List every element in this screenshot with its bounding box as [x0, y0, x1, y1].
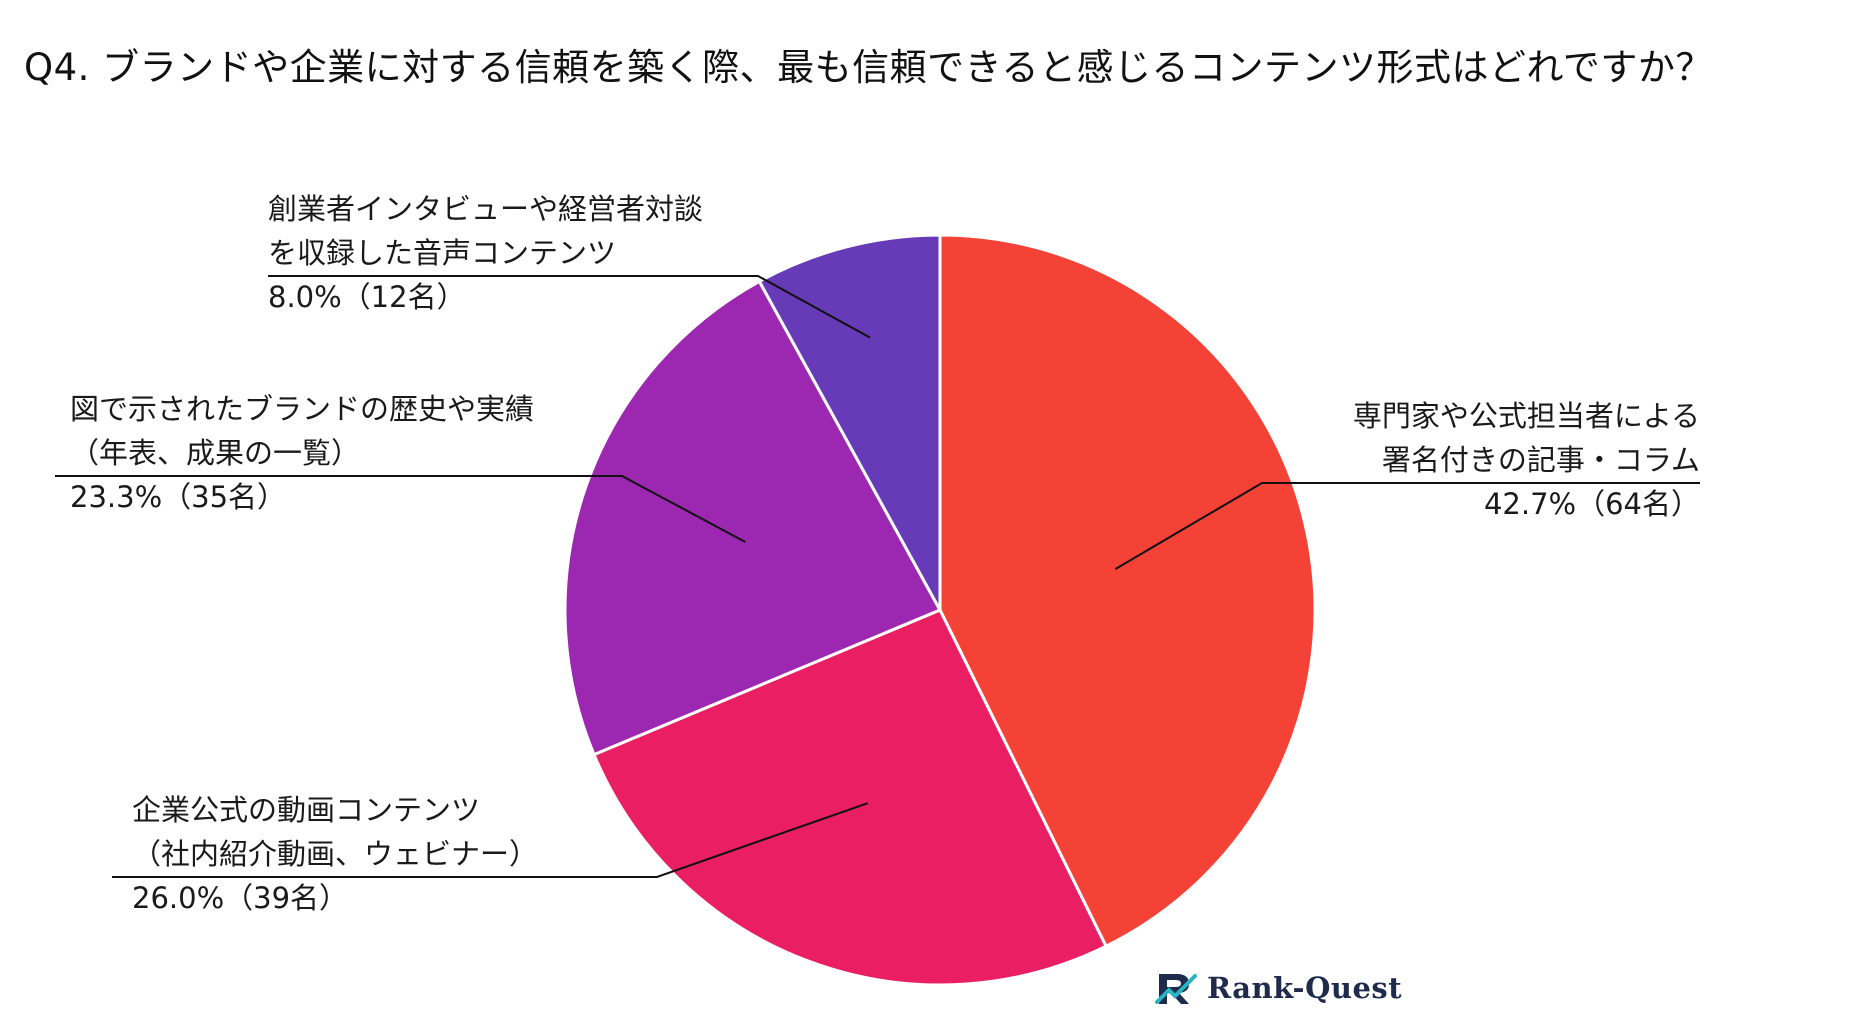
- slice-label-line: （社内紹介動画、ウェビナー）: [132, 837, 539, 871]
- pie-slice-expert-articles: [938, 233, 1317, 949]
- brand-logo: Rank-Quest: [1155, 968, 1402, 1008]
- leader-line-founder-audio: [268, 275, 871, 339]
- slice-label-line: を収録した音声コンテンツ: [268, 236, 617, 270]
- slice-label-line: 図で示されたブランドの歴史や実績: [70, 392, 535, 426]
- slice-label-line: 専門家や公式担当者による: [1352, 399, 1700, 433]
- slice-value-label: 26.0%（39名）: [132, 881, 349, 915]
- slice-value-label: 42.7%（64名）: [1483, 487, 1700, 521]
- pie-slice-corporate-video: [592, 608, 1109, 987]
- leader-line-corporate-video: [112, 802, 869, 878]
- slice-label-line: 創業者インタビューや経営者対談: [268, 192, 704, 226]
- leader-line-expert-articles: [1114, 482, 1700, 570]
- slice-label-line: 署名付きの記事・コラム: [1381, 443, 1700, 477]
- slice-label-line: 企業公式の動画コンテンツ: [132, 793, 481, 827]
- slice-value-label: 23.3%（35名）: [70, 480, 287, 514]
- pie-slice-brand-history: [563, 279, 943, 757]
- pie-slice-founder-audio: [757, 233, 942, 611]
- slice-label-expert-articles: 専門家や公式担当者による 署名付きの記事・コラム 42.7%（64名）: [1353, 394, 1700, 526]
- rq-logo-icon: [1155, 974, 1197, 1004]
- leader-line-brand-history: [55, 475, 746, 543]
- slice-label-line: （年表、成果の一覧）: [70, 436, 361, 470]
- slice-value-label: 8.0%（12名）: [268, 280, 466, 314]
- brand-name: Rank-Quest: [1207, 971, 1403, 1005]
- slice-label-corporate-video: 企業公式の動画コンテンツ （社内紹介動画、ウェビナー） 26.0%（39名）: [132, 788, 538, 920]
- chart-title: Q4. ブランドや企業に対する信頼を築く際、最も信頼できると感じるコンテンツ形式…: [24, 46, 1713, 89]
- slice-label-brand-history: 図で示されたブランドの歴史や実績 （年表、成果の一覧） 23.3%（35名）: [70, 387, 534, 519]
- slice-label-founder-audio: 創業者インタビューや経営者対談 を収録した音声コンテンツ 8.0%（12名）: [268, 187, 703, 319]
